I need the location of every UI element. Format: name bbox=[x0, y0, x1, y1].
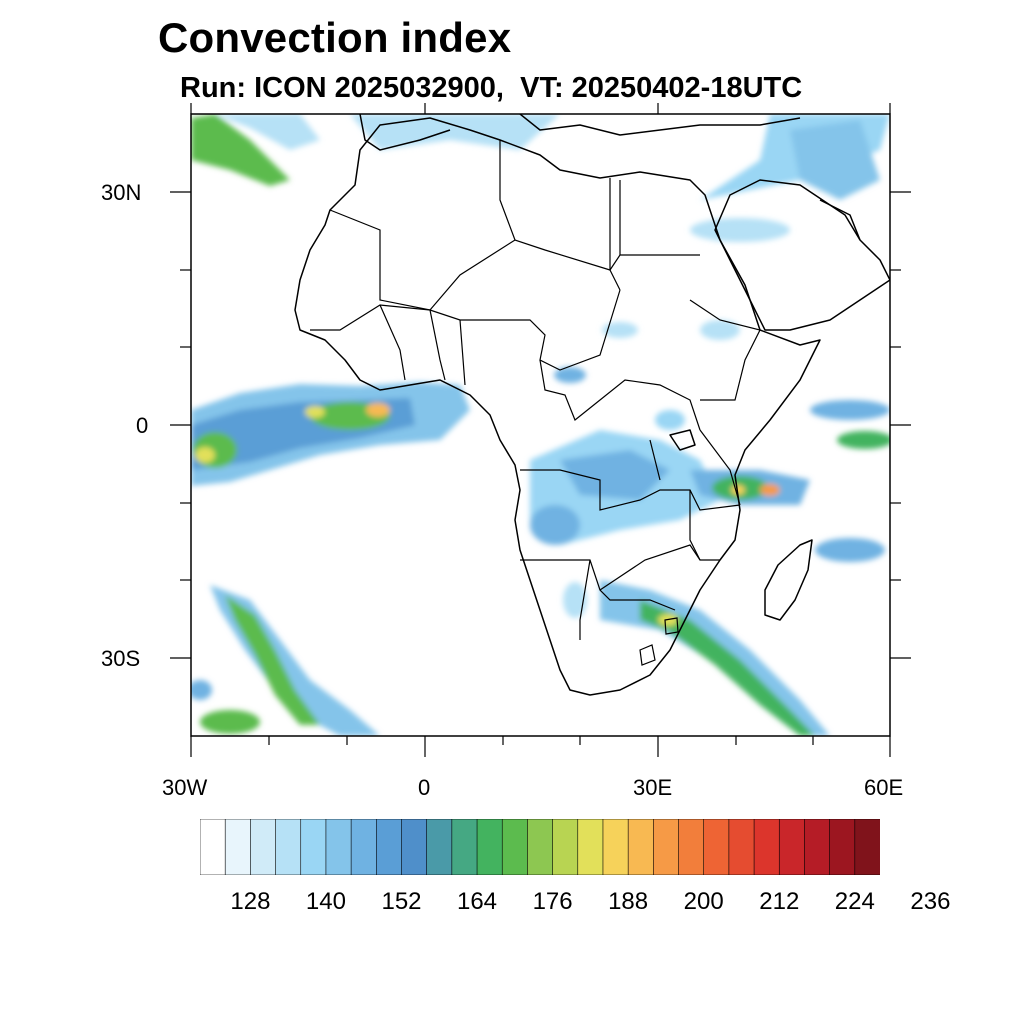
colorbar-swatch bbox=[476, 819, 503, 875]
border-north bbox=[329, 209, 700, 311]
field-se-africa-core bbox=[640, 600, 815, 736]
border-sahara bbox=[499, 140, 621, 291]
mediterranean-north bbox=[359, 114, 801, 151]
colorbar-tick-label: 212 bbox=[759, 888, 800, 915]
map-title: Convection index bbox=[158, 14, 512, 61]
colorbar-swatch bbox=[778, 819, 806, 875]
colorbar-swatch bbox=[602, 819, 629, 875]
caspian-gulf bbox=[819, 199, 861, 241]
border-west bbox=[379, 304, 466, 386]
field-sw-corner bbox=[200, 710, 260, 734]
field-west-edge bbox=[191, 680, 212, 700]
field-indian-ocean-2 bbox=[837, 431, 890, 449]
lon-label-0: 0 bbox=[418, 775, 431, 800]
field-namibia bbox=[563, 582, 587, 618]
colorbar-swatch bbox=[325, 819, 352, 875]
border-central bbox=[539, 359, 701, 431]
coastlines bbox=[294, 114, 890, 696]
colorbar bbox=[200, 819, 880, 875]
colorbar-tick-label: 224 bbox=[834, 888, 875, 915]
field-arabia bbox=[790, 120, 880, 200]
lat-label-0: 0 bbox=[136, 413, 149, 438]
field-north-atlantic-edge bbox=[215, 114, 320, 150]
border-east bbox=[649, 429, 741, 561]
colorbar-swatch bbox=[451, 819, 478, 875]
colorbar-swatch bbox=[501, 819, 529, 875]
field-uganda bbox=[655, 410, 685, 430]
field-indian-ocean-3 bbox=[815, 538, 885, 562]
axis-ticks bbox=[170, 103, 911, 757]
border-south bbox=[520, 544, 720, 640]
colorbar-swatch bbox=[250, 819, 277, 875]
lon-label-30w: 30W bbox=[162, 775, 208, 800]
border-horn bbox=[689, 299, 761, 401]
eswatini bbox=[664, 617, 679, 635]
colorbar-tick-label: 140 bbox=[305, 888, 346, 915]
colorbar-tick-label: 176 bbox=[532, 888, 573, 915]
colorbar-swatch bbox=[728, 819, 755, 875]
colorbar-swatch bbox=[829, 819, 856, 875]
colorbar-tick-label: 164 bbox=[456, 888, 498, 915]
colorbar-swatch bbox=[275, 819, 302, 875]
lon-label-60e: 60E bbox=[864, 775, 904, 800]
border-sahel bbox=[310, 289, 621, 371]
field-ethiopia bbox=[700, 320, 740, 340]
map-subtitle: Run: ICON 2025032900, VT: 20250402-18UTC bbox=[180, 72, 803, 104]
colorbar-swatch bbox=[703, 819, 730, 875]
field-egypt bbox=[690, 218, 790, 242]
colorbar-swatch bbox=[401, 819, 428, 875]
africa-coastline bbox=[294, 117, 821, 696]
colorbar-swatch bbox=[678, 819, 705, 875]
field-sahel-1 bbox=[554, 367, 586, 383]
colorbar-tick-label: 200 bbox=[683, 888, 724, 915]
colorbar-swatch bbox=[350, 819, 377, 875]
colorbar-swatch bbox=[376, 819, 403, 875]
colorbar-swatch bbox=[577, 819, 604, 875]
colorbar-swatch bbox=[200, 819, 226, 875]
colorbar-tick-label: 236 bbox=[910, 888, 951, 915]
field-indian-ocean-1 bbox=[810, 400, 890, 420]
colorbar-tick-label: 152 bbox=[381, 888, 422, 915]
field-itcz-yellow1 bbox=[195, 447, 215, 463]
lat-label-30n: 30N bbox=[101, 180, 142, 205]
field-angola bbox=[530, 505, 580, 545]
madagascar bbox=[764, 539, 813, 621]
field-tanzania-orange bbox=[760, 484, 780, 496]
field-south-atlantic-core bbox=[225, 595, 320, 725]
colorbar-swatch bbox=[653, 819, 680, 875]
colorbar-swatch bbox=[300, 819, 327, 875]
arabian-peninsula bbox=[714, 179, 890, 331]
colorbar-swatch bbox=[552, 819, 579, 875]
field-itcz-yellow3 bbox=[305, 406, 325, 418]
field-congo-core bbox=[560, 450, 670, 500]
lesotho bbox=[639, 644, 656, 666]
border-congo bbox=[520, 469, 741, 511]
colorbar-swatch bbox=[854, 819, 880, 875]
convection-field bbox=[191, 114, 890, 736]
colorbar-swatch bbox=[527, 819, 554, 875]
lon-label-30e: 30E bbox=[633, 775, 673, 800]
colorbar-swatch bbox=[224, 819, 251, 875]
colorbar-tick-label: 188 bbox=[608, 888, 649, 915]
colorbar-swatch bbox=[753, 819, 780, 875]
colorbar-swatch bbox=[627, 819, 654, 875]
colorbar-tick-label: 128 bbox=[230, 888, 271, 915]
country-borders bbox=[310, 140, 761, 666]
colorbar-swatch bbox=[804, 819, 831, 875]
colorbar-swatch bbox=[426, 819, 453, 875]
field-north-atlantic bbox=[191, 114, 290, 186]
field-mediterranean bbox=[350, 114, 560, 150]
lat-label-30s: 30S bbox=[101, 646, 141, 671]
field-sahel-2 bbox=[602, 322, 638, 338]
lake-victoria bbox=[669, 429, 696, 451]
field-itcz-yellow2 bbox=[366, 403, 390, 417]
